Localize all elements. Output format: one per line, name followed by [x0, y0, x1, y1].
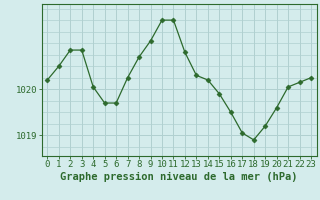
- X-axis label: Graphe pression niveau de la mer (hPa): Graphe pression niveau de la mer (hPa): [60, 172, 298, 182]
